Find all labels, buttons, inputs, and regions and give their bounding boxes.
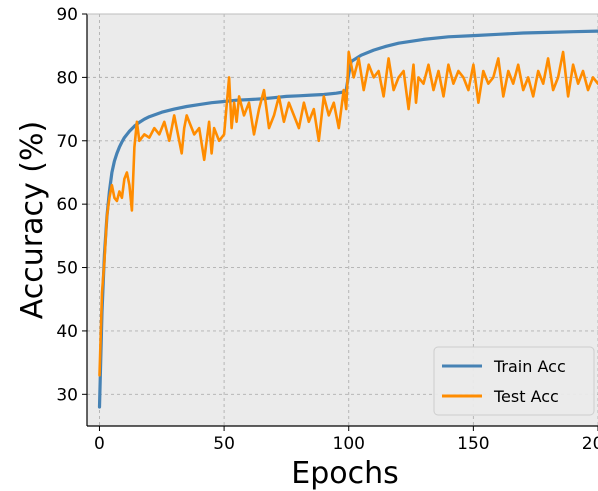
y-tick-label: 70 bbox=[56, 132, 78, 152]
legend: Train Acc Test Acc bbox=[433, 346, 595, 416]
y-axis-label: Accuracy (%) bbox=[15, 121, 50, 319]
y-tick-label: 50 bbox=[56, 259, 78, 279]
x-tick-label: 100 bbox=[333, 434, 365, 454]
x-tick-label: 50 bbox=[213, 434, 235, 454]
legend-label-train: Train Acc bbox=[493, 357, 566, 376]
y-tick-label: 80 bbox=[56, 68, 78, 88]
x-axis-label: Epochs bbox=[291, 456, 399, 491]
series-line-train-acc bbox=[97, 29, 598, 409]
legend-box bbox=[433, 346, 595, 416]
axes-frame bbox=[86, 13, 598, 427]
x-tick-label: 0 bbox=[94, 434, 105, 454]
y-tick-label: 90 bbox=[56, 5, 78, 25]
y-tick-label: 40 bbox=[56, 322, 78, 342]
series-layer bbox=[97, 29, 598, 409]
legend-label-test: Test Acc bbox=[493, 387, 559, 406]
y-tick-label: 30 bbox=[56, 385, 78, 405]
tick-layer: 0 50 100 150 200 30 40 50 60 70 80 90 bbox=[56, 5, 598, 454]
series-line-test-acc bbox=[98, 50, 598, 377]
x-tick-label: 200 bbox=[582, 434, 598, 454]
y-tick-label: 60 bbox=[56, 195, 78, 215]
x-tick-label: 150 bbox=[457, 434, 489, 454]
